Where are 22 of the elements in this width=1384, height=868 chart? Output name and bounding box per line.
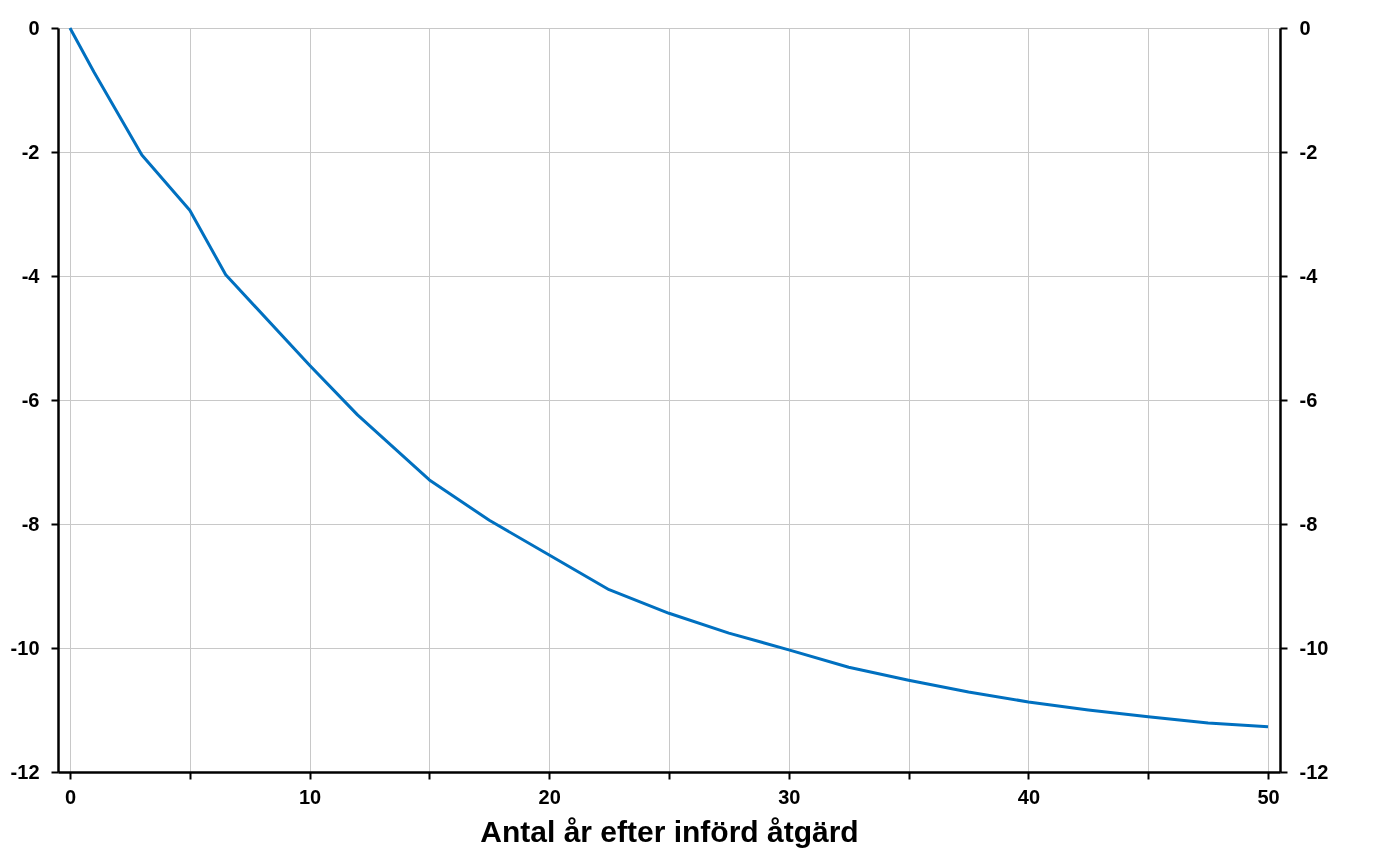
y-tick-label: -8: [21, 512, 40, 535]
y2-tick-label: -6: [1299, 388, 1318, 411]
y2-tick-label: -10: [1299, 636, 1329, 659]
y-tick-label: -6: [21, 388, 40, 411]
y-tick-label: -12: [10, 760, 40, 783]
y2-tick-label: -2: [1299, 140, 1318, 163]
x-tick-label: 50: [1257, 785, 1280, 808]
y2-tick-label: -12: [1299, 760, 1329, 783]
y2-tick-label: -4: [1299, 264, 1319, 287]
y-tick-label: 0: [28, 16, 40, 39]
y2-tick-label: 0: [1299, 16, 1311, 39]
x-axis-title: Antal år efter införd åtgärd: [480, 814, 859, 848]
x-tick-label: 20: [538, 785, 561, 808]
x-tick-label: 0: [64, 785, 77, 808]
x-tick-label: 10: [298, 785, 322, 808]
y-tick-label: -10: [10, 636, 40, 659]
y2-tick-label: -8: [1299, 512, 1318, 535]
x-tick-label: 40: [1017, 785, 1041, 808]
y-tick-label: -4: [21, 264, 41, 287]
x-tick-label: 30: [778, 785, 801, 808]
line-series: [68, 26, 1270, 729]
y-tick-label: -2: [21, 140, 40, 163]
